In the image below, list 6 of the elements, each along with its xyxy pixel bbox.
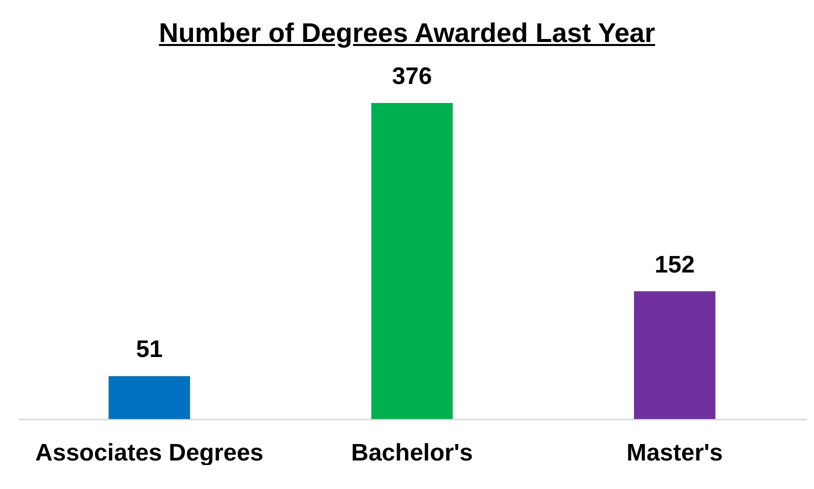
- x-tick-label: Master's: [626, 440, 723, 466]
- chart-title: Number of Degrees Awarded Last Year: [158, 17, 656, 50]
- data-label: 152: [654, 251, 695, 278]
- x-tick-label: Bachelor's: [351, 440, 473, 466]
- data-label: 51: [136, 336, 163, 364]
- data-label: 376: [392, 63, 432, 90]
